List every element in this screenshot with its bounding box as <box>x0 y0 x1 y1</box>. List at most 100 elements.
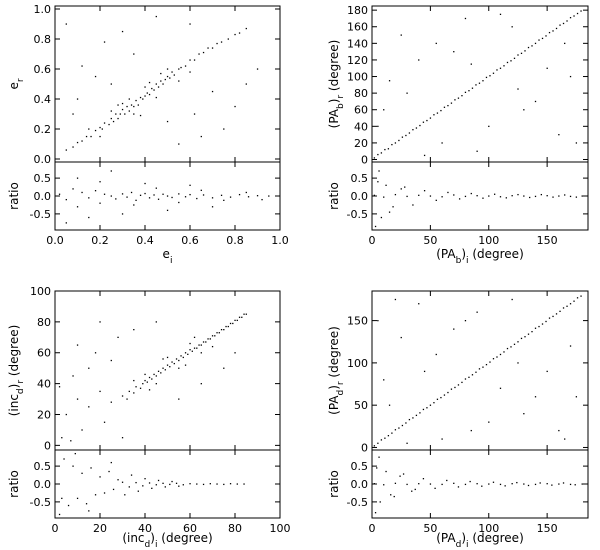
y-tick-label: 0.6 <box>34 63 52 76</box>
data-point <box>429 404 432 406</box>
y-axis-label-ylabel: (PA <box>327 108 341 128</box>
y-axis-label-ylabel: (PA <box>327 395 341 415</box>
data-point <box>81 429 83 431</box>
data-point <box>534 396 537 398</box>
ratio-point <box>411 490 413 492</box>
data-point <box>523 413 525 415</box>
x-tick-label: 1.0 <box>271 234 289 247</box>
data-point <box>108 123 110 126</box>
ratio-point <box>223 483 225 486</box>
y-tick-label: 0 <box>361 154 368 167</box>
y-axis-label: (incd)r (degree) <box>7 325 26 417</box>
ratio-axis-label: ratio <box>327 470 341 498</box>
ratio-point <box>130 191 133 194</box>
y-axis-label: er <box>7 78 26 89</box>
y-tick-label: 0.0 <box>34 153 52 166</box>
data-point <box>234 319 236 322</box>
data-point <box>435 42 437 45</box>
data-point <box>155 96 157 99</box>
data-point <box>429 117 432 119</box>
ratio-point <box>517 193 519 196</box>
ratio-point <box>256 195 259 197</box>
data-point <box>121 437 124 439</box>
data-point <box>245 83 247 85</box>
ratio-point <box>58 193 61 195</box>
ratio-tick-label: 0.5 <box>351 172 369 185</box>
ratio-point <box>189 184 191 186</box>
data-point <box>164 78 166 81</box>
data-point <box>58 386 61 388</box>
data-point <box>520 52 523 54</box>
ratio-point <box>406 483 408 486</box>
data-point <box>65 149 67 151</box>
data-point <box>564 42 566 45</box>
ratio-point <box>223 199 225 201</box>
ratio-point <box>534 483 537 486</box>
data-point <box>189 59 191 61</box>
data-point <box>187 353 189 355</box>
ratio-point <box>94 494 97 496</box>
data-point <box>139 96 142 99</box>
data-point <box>478 368 481 370</box>
y-tick-label: 100 <box>347 357 368 370</box>
data-point <box>527 333 530 335</box>
data-point <box>202 341 205 343</box>
ratio-plot-frame <box>54 449 281 519</box>
data-point <box>169 366 171 368</box>
data-point <box>464 91 467 93</box>
ratio-point <box>90 467 92 469</box>
ratio-point <box>169 483 171 486</box>
data-point <box>391 143 393 146</box>
ratio-point <box>76 177 79 179</box>
ratio-point <box>229 196 232 198</box>
ratio-point <box>546 195 548 197</box>
x-axis-label: ei <box>163 247 173 266</box>
data-point <box>238 316 241 318</box>
y-tick-label: 60 <box>37 347 51 360</box>
ratio-plot-frame <box>371 449 589 519</box>
data-point <box>464 320 467 322</box>
ratio-point <box>435 199 437 201</box>
x-axis-label-xlabel: e <box>163 247 170 261</box>
data-point <box>184 65 187 67</box>
x-tick-label: 0 <box>52 522 59 535</box>
y-tick-label: 140 <box>347 37 368 50</box>
data-point <box>464 17 467 20</box>
data-point <box>398 139 400 142</box>
data-point <box>478 82 481 84</box>
data-point <box>384 148 386 151</box>
data-point <box>72 375 74 377</box>
data-point <box>569 17 572 19</box>
data-point <box>236 319 238 322</box>
ratio-point <box>268 195 270 197</box>
y-axis-label-ylabel: e <box>7 82 21 89</box>
data-point <box>155 83 157 85</box>
y-axis-label-ylabel: (inc <box>7 394 21 416</box>
ratio-point <box>61 497 63 500</box>
x-axis-label: (incd)i (degree) <box>122 531 212 550</box>
ratio-point <box>261 198 263 201</box>
data-point <box>220 41 223 43</box>
ratio-point <box>171 480 173 483</box>
data-point <box>135 386 137 388</box>
ratio-point <box>135 481 137 484</box>
ratio-point <box>581 483 583 485</box>
data-point <box>534 42 537 45</box>
ratio-point <box>527 484 530 487</box>
data-point <box>499 387 502 389</box>
ratio-point <box>94 190 97 192</box>
data-point <box>475 371 477 373</box>
data-point <box>103 122 106 124</box>
y-tick-label: 40 <box>354 120 368 133</box>
data-point <box>166 68 169 70</box>
data-point <box>454 99 456 101</box>
data-point <box>524 336 526 338</box>
ratio-point <box>423 190 426 192</box>
data-point <box>133 113 135 115</box>
data-point <box>496 69 498 71</box>
data-point <box>245 313 247 315</box>
data-point <box>128 390 130 393</box>
data-point <box>211 335 214 337</box>
data-point <box>169 77 171 79</box>
ratio-point <box>390 494 392 496</box>
